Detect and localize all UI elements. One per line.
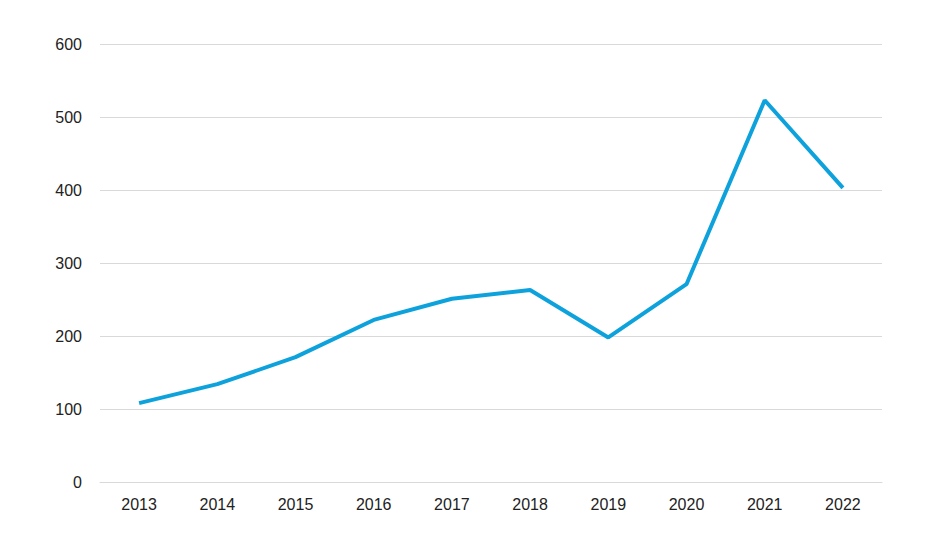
svg-text:600: 600 xyxy=(55,36,82,53)
svg-text:2021: 2021 xyxy=(747,496,783,513)
svg-text:2017: 2017 xyxy=(434,496,470,513)
svg-text:0: 0 xyxy=(73,474,82,491)
svg-text:500: 500 xyxy=(55,109,82,126)
svg-text:2013: 2013 xyxy=(121,496,157,513)
svg-text:2020: 2020 xyxy=(669,496,705,513)
svg-text:2014: 2014 xyxy=(200,496,236,513)
svg-text:2018: 2018 xyxy=(512,496,548,513)
svg-text:100: 100 xyxy=(55,401,82,418)
svg-text:300: 300 xyxy=(55,255,82,272)
svg-text:2019: 2019 xyxy=(591,496,627,513)
svg-text:200: 200 xyxy=(55,328,82,345)
svg-text:400: 400 xyxy=(55,182,82,199)
svg-text:2015: 2015 xyxy=(278,496,314,513)
svg-text:2016: 2016 xyxy=(356,496,392,513)
svg-text:2022: 2022 xyxy=(825,496,861,513)
